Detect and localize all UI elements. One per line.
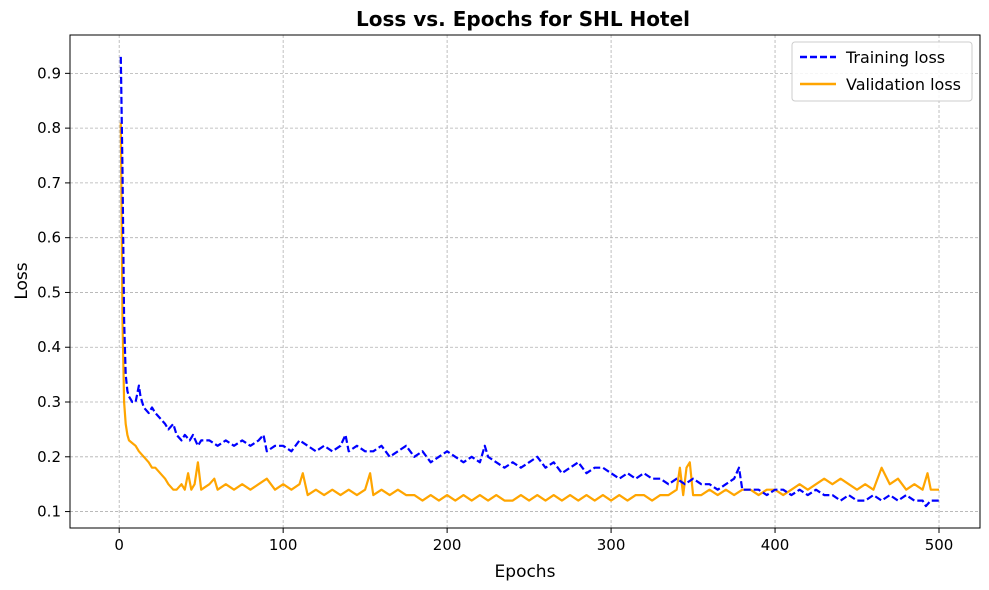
x-tick-label: 500 [925, 536, 954, 554]
series-line-validation-loss [119, 122, 939, 502]
x-tick-label: 400 [761, 536, 790, 554]
legend-box [791, 41, 973, 102]
plot-series [119, 56, 939, 508]
plot-frame [69, 34, 981, 529]
y-tick-label: 0.4 [37, 338, 61, 356]
axis-ticks: 0 100 200 300 400 500 0.1 0.2 0.3 0.4 0.5 0.6 0.7 0.8… [37, 64, 953, 554]
y-tick-label: 0.6 [37, 229, 61, 247]
y-tick-label: 0.3 [37, 393, 61, 411]
y-tick-label: 0.2 [37, 448, 61, 466]
legend-label-validation-loss: Validation loss [846, 75, 961, 94]
legend-label-training-loss: Training loss [845, 48, 945, 67]
x-tick-label: 200 [433, 536, 462, 554]
chart-legend: Training loss Validation loss [791, 41, 973, 102]
x-tick-label: 100 [269, 536, 298, 554]
x-tick-label: 300 [597, 536, 626, 554]
y-tick-label: 0.9 [37, 64, 61, 82]
chart-title: Loss vs. Epochs for SHL Hotel [356, 7, 690, 31]
x-tick-label: 0 [114, 536, 124, 554]
y-tick-label: 0.1 [37, 503, 61, 521]
y-axis-label: Loss [12, 262, 32, 299]
x-axis-label: Epochs [495, 562, 556, 582]
y-tick-label: 0.8 [37, 119, 61, 137]
y-tick-label: 0.5 [37, 283, 61, 301]
grid-lines [70, 35, 980, 528]
series-line-training-loss [119, 56, 939, 508]
y-tick-label: 0.7 [37, 174, 61, 192]
